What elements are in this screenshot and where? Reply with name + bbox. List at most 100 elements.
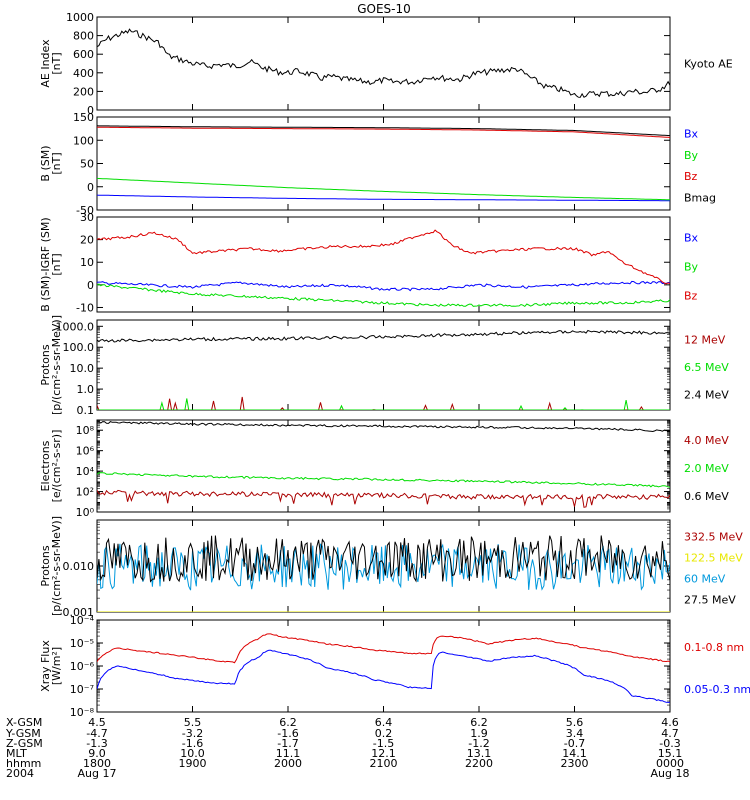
y-tick-label: 30	[80, 211, 94, 224]
panel-5: 10⁰ 10² 10⁴ 10⁶ 10⁸ Electrons[e/(cm²-s-sr)] 4.…	[39, 419, 729, 519]
x-tick-value: -3.2	[182, 727, 203, 740]
legend-entry: 0.1-0.8 nm	[684, 641, 744, 654]
x-tick-value: 2000	[274, 757, 302, 770]
y-tick-label: 600	[73, 48, 94, 61]
panel-4: 0.1 1.0 10.0 100.0 1000.0 Protons[p/(cm²-s-sr…	[39, 315, 729, 417]
x-tick-value: -1.6	[277, 727, 298, 740]
legend-entry: Bx	[684, 232, 699, 245]
y-tick-label: 1000.0	[56, 320, 95, 333]
x-tick-value: -1.7	[277, 737, 298, 750]
y-axis-label: AE Index	[39, 39, 52, 88]
y-tick-label: 10⁴	[76, 465, 95, 478]
legend-entry: 12 MeV	[684, 334, 726, 347]
y-tick-label: 0	[87, 181, 94, 194]
y-tick-label: 10⁸	[76, 424, 95, 437]
x-tick-value: 14.1	[562, 747, 587, 760]
x-tick-value: 11.1	[276, 747, 301, 760]
panel-7: 10⁻⁸ 10⁻⁷ 10⁻⁶ 10⁻⁵ 10⁻⁴ Xray Flux[W/m²] 0.1-0…	[39, 614, 750, 719]
y-tick-label: -10	[76, 301, 94, 314]
x-tick-value: 4.7	[661, 727, 679, 740]
legend-entry: 6.5 MeV	[684, 361, 729, 374]
y-axis-label: [p/(cm²-s-sr-MeV)]	[50, 516, 63, 616]
y-tick-label: 10⁻⁵	[70, 637, 94, 650]
legend-entry: Bmag	[684, 191, 716, 204]
y-tick-label: 400	[73, 67, 94, 80]
legend-entry: 2.4 MeV	[684, 388, 729, 401]
x-tick-value: 0000	[656, 757, 684, 770]
series-line	[97, 177, 670, 201]
y-tick-label: 100.0	[63, 341, 95, 354]
legend-entry: Bz	[684, 170, 698, 183]
y-axis-label: Protons	[39, 545, 52, 586]
x-tick-value: -1.5	[373, 737, 394, 750]
series-line	[97, 194, 670, 202]
panel-frame	[96, 319, 671, 411]
y-tick-label: 0.001	[63, 606, 95, 619]
x-tick-value: 6.2	[470, 716, 488, 729]
legend-entry: 60 MeV	[684, 573, 726, 586]
legend-entry: 122.5 MeV	[684, 552, 743, 565]
x-tick-value: -0.7	[564, 737, 585, 750]
y-axis-label: Protons	[39, 344, 52, 385]
y-tick-label: 10⁰	[76, 506, 95, 519]
x-tick-value: 2200	[465, 757, 493, 770]
y-axis-label: B (SM)-IGRF (SM)	[39, 217, 52, 311]
x-tick-value: 3.4	[566, 727, 584, 740]
panel-6: 0.001 0.010 Protons[p/(cm²-s-sr-MeV)] 332.5…	[39, 516, 743, 619]
y-tick-label: 10⁻⁷	[70, 683, 94, 696]
series-line	[97, 283, 670, 308]
legend-entry: Bx	[684, 128, 699, 141]
y-tick-label: 100	[73, 134, 94, 147]
series-line	[97, 280, 670, 292]
panel-frame	[96, 16, 671, 111]
y-tick-label: 200	[73, 85, 94, 98]
y-tick-label: 10	[80, 256, 94, 269]
y-axis-label: [p/(cm²-s-sr-MeV)]	[50, 315, 63, 415]
y-tick-label: 1000	[66, 11, 94, 24]
panel-2: -50 0 50 100 150 B (SM)[nT] Bx By Bz Bmag	[39, 111, 716, 217]
legend-entry: 0.05-0.3 nm	[684, 683, 750, 696]
x-row-label: hhmm	[6, 757, 41, 770]
x-tick-value: 6.2	[279, 716, 297, 729]
y-tick-label: 10⁻⁴	[70, 614, 95, 627]
x-tick-value: 1.9	[470, 727, 488, 740]
y-tick-label: 150	[73, 111, 94, 124]
x-tick-value: Aug 18	[651, 767, 690, 780]
legend-entry: 2.0 MeV	[684, 462, 729, 475]
x-tick-value: Aug 17	[78, 767, 117, 780]
y-axis-label: [nT]	[50, 52, 63, 74]
legend-entry: 4.0 MeV	[684, 434, 729, 447]
y-tick-label: 10.0	[70, 362, 95, 375]
x-tick-value: 5.6	[566, 716, 584, 729]
legend-entry: Kyoto AE	[684, 58, 733, 71]
x-tick-value: 2100	[370, 757, 398, 770]
y-tick-label: 10²	[76, 486, 94, 499]
x-tick-value: -1.2	[468, 737, 489, 750]
series-line	[97, 125, 670, 137]
series-line	[97, 421, 670, 433]
x-tick-value: 4.6	[661, 716, 679, 729]
y-axis-label: Xray Flux	[39, 640, 52, 692]
x-tick-value: 1900	[179, 757, 207, 770]
y-tick-label: 800	[73, 30, 94, 43]
y-axis-label: [nT]	[50, 152, 63, 174]
x-row-label: 2004	[6, 767, 34, 780]
y-tick-label: 0.1	[77, 404, 95, 417]
y-axis-label: Electrons	[39, 440, 52, 491]
panel-frame	[96, 216, 671, 313]
series-line	[97, 489, 670, 508]
legend-entry: 0.6 MeV	[684, 490, 729, 503]
series-line	[97, 649, 670, 703]
series-line	[97, 535, 670, 583]
y-axis-label: [W/m²]	[50, 647, 63, 685]
series-line	[97, 472, 670, 488]
series-line	[97, 633, 670, 664]
x-tick-value: 15.1	[658, 747, 683, 760]
x-tick-value: 9.0	[88, 747, 106, 760]
y-tick-label: 10⁶	[76, 445, 95, 458]
series-line	[97, 229, 670, 285]
x-row-label: X-GSM	[6, 716, 42, 729]
x-tick-value: -0.3	[659, 737, 680, 750]
